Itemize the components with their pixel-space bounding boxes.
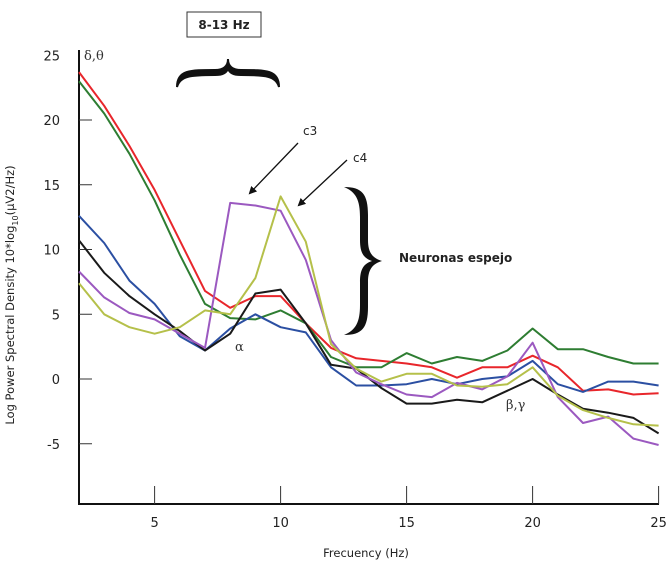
series-line-red <box>78 71 659 396</box>
x-ticks: 5 10 15 20 25 <box>150 486 667 531</box>
mirror-neurons-label: Neuronas espejo <box>399 251 512 265</box>
y-tick-label: -5 <box>47 438 60 453</box>
band-brace <box>176 58 280 88</box>
series-line-yellow <box>78 195 659 427</box>
series-group <box>78 71 660 446</box>
x-tick-label: 5 <box>150 516 158 531</box>
y-tick-label: 20 <box>43 114 60 129</box>
mirror-neurons-brace <box>344 187 382 335</box>
x-tick-label: 15 <box>398 516 415 531</box>
y-tick-label: 25 <box>43 49 60 64</box>
delta-theta-label: δ,θ <box>84 49 104 64</box>
c3-label: c3 <box>303 124 317 138</box>
y-tick-label: 5 <box>52 308 60 323</box>
c4-arrow <box>297 159 348 207</box>
y-axis-title: Log Power Spectral Density 10*log10(μV2/… <box>3 165 20 424</box>
x-tick-label: 20 <box>524 516 541 531</box>
y-axis-title-main: Log Power Spectral Density 10*log <box>3 226 17 425</box>
y-axis-title-unit: (μV2/Hz) <box>3 165 17 215</box>
beta-gamma-label: β,γ <box>506 398 526 413</box>
y-tick-label: 15 <box>43 179 60 194</box>
y-tick-label: 0 <box>52 373 60 388</box>
y-ticks: -5 0 5 10 15 20 25 <box>43 49 92 453</box>
band-box <box>186 11 262 38</box>
y-axis-title-subscript: 10 <box>11 215 20 225</box>
c3-arrow <box>248 142 299 195</box>
series-line-green <box>78 80 659 369</box>
axes <box>78 50 659 505</box>
x-tick-label: 25 <box>650 516 667 531</box>
series-line-purple <box>78 201 659 446</box>
c4-label: c4 <box>353 151 367 165</box>
series-line-blue <box>78 215 659 393</box>
x-tick-label: 10 <box>272 516 289 531</box>
alpha-label: α <box>235 340 244 355</box>
x-axis-title: Frecuency (Hz) <box>323 546 409 560</box>
y-tick-label: 10 <box>43 244 60 259</box>
band-box-label: 8-13 Hz <box>198 18 249 32</box>
